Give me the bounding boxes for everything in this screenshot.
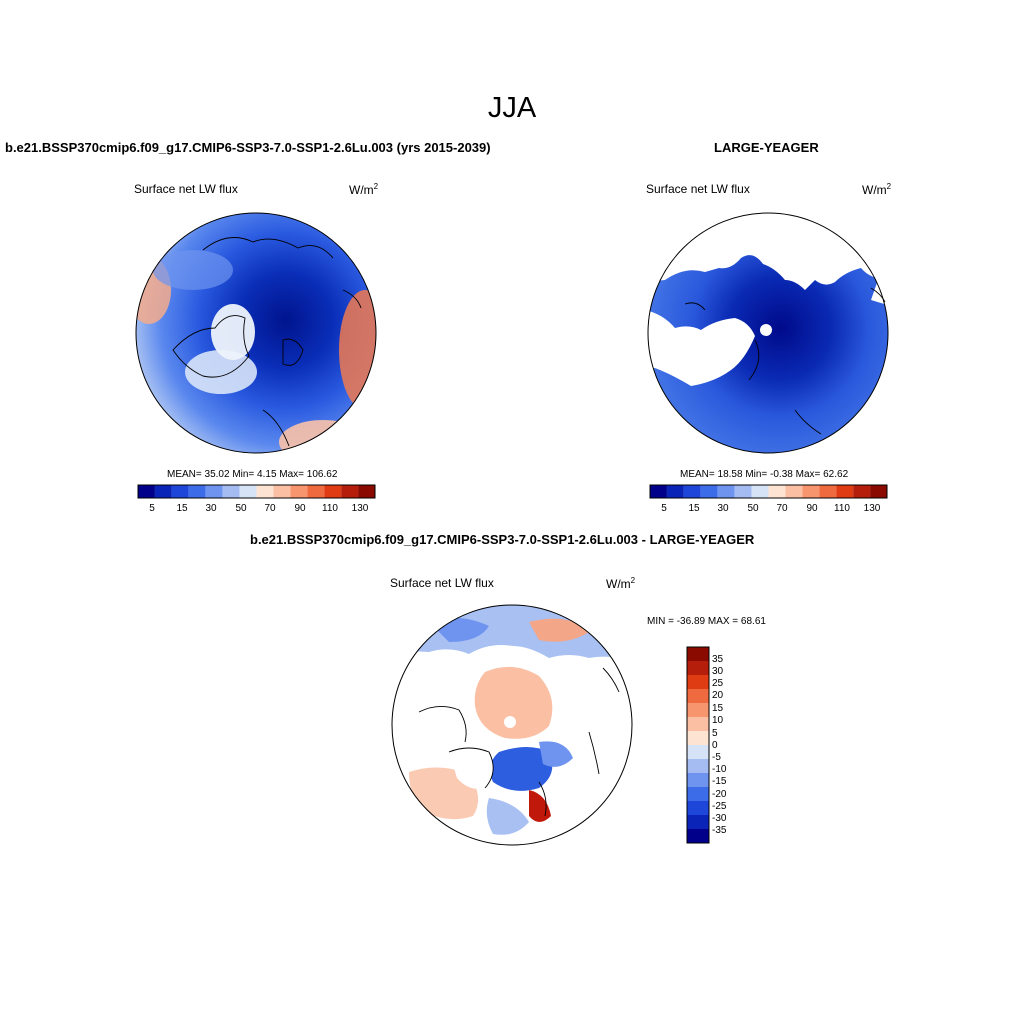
panel2-colorbar-label: 130 bbox=[863, 503, 881, 514]
colorbar-box bbox=[802, 485, 820, 498]
colorbar-box bbox=[188, 485, 206, 498]
colorbar-box bbox=[687, 647, 709, 661]
colorbar-box bbox=[687, 689, 709, 703]
colorbar-box bbox=[222, 485, 240, 498]
colorbar-box bbox=[768, 485, 786, 498]
panel3-colorbar-label: -30 bbox=[712, 813, 727, 824]
colorbar-box bbox=[687, 773, 709, 787]
panel2-variable-label: Surface net LW flux bbox=[646, 182, 750, 196]
panel1-colorbar-label: 30 bbox=[205, 503, 217, 514]
panel3-colorbar-label: 15 bbox=[712, 703, 724, 714]
panel1-stats: MEAN= 35.02 Min= 4.15 Max= 106.62 bbox=[167, 469, 338, 480]
panel2-polar-map bbox=[647, 212, 889, 454]
panel1-title: b.e21.BSSP370cmip6.f09_g17.CMIP6-SSP3-7.… bbox=[5, 140, 491, 155]
panel1-colorbar-label: 110 bbox=[322, 503, 338, 514]
panel3-colorbar-label: 35 bbox=[712, 654, 724, 665]
colorbar-box bbox=[138, 485, 155, 498]
colorbar-box bbox=[650, 485, 667, 498]
panel3-colorbar-label: -20 bbox=[712, 789, 727, 800]
panel3-colorbar-label: 0 bbox=[712, 740, 718, 751]
panel1-units: W/m2 bbox=[349, 182, 379, 197]
panel1-colorbar-label: 90 bbox=[294, 503, 306, 514]
colorbar-box bbox=[687, 661, 709, 675]
colorbar-box bbox=[687, 731, 709, 745]
colorbar-box bbox=[307, 485, 325, 498]
panel3-colorbar-label: 5 bbox=[712, 728, 718, 739]
colorbar-box bbox=[666, 485, 684, 498]
panel2-stats: MEAN= 18.58 Min= -0.38 Max= 62.62 bbox=[680, 469, 849, 480]
colorbar-box bbox=[734, 485, 752, 498]
panel3-polar-map bbox=[391, 604, 633, 846]
colorbar-box bbox=[717, 485, 735, 498]
colorbar-box bbox=[687, 759, 709, 773]
colorbar-box bbox=[205, 485, 223, 498]
panel3-colorbar bbox=[686, 646, 710, 844]
panel2-title: LARGE-YEAGER bbox=[714, 140, 819, 155]
panel3-variable-label: Surface net LW flux bbox=[390, 576, 494, 590]
panel3-stats: MIN = -36.89 MAX = 68.61 bbox=[647, 616, 766, 627]
panel2-colorbar-label: 110 bbox=[834, 503, 850, 514]
panel3-title: b.e21.BSSP370cmip6.f09_g17.CMIP6-SSP3-7.… bbox=[250, 532, 755, 547]
colorbar-box bbox=[687, 745, 709, 759]
panel1-colorbar bbox=[137, 484, 376, 499]
colorbar-box bbox=[687, 801, 709, 815]
panel2-colorbar-label: 15 bbox=[688, 503, 700, 514]
panel3-colorbar-label: -5 bbox=[712, 752, 721, 763]
colorbar-box bbox=[687, 717, 709, 731]
colorbar-box bbox=[687, 829, 709, 843]
colorbar-box bbox=[700, 485, 718, 498]
colorbar-box bbox=[290, 485, 308, 498]
panel3-colorbar-label: 10 bbox=[712, 715, 724, 726]
panel2-colorbar-label: 70 bbox=[776, 503, 788, 514]
colorbar-box bbox=[171, 485, 189, 498]
panel3-units: W/m2 bbox=[606, 576, 636, 591]
colorbar-box bbox=[751, 485, 769, 498]
colorbar-box bbox=[154, 485, 172, 498]
panel2-units: W/m2 bbox=[862, 182, 892, 197]
panel1-colorbar-label: 50 bbox=[235, 503, 247, 514]
panel3-colorbar-label: -15 bbox=[712, 776, 727, 787]
panel3-colorbar-label: -10 bbox=[712, 764, 727, 775]
panel2-colorbar-label: 50 bbox=[747, 503, 759, 514]
colorbar-box bbox=[853, 485, 871, 498]
colorbar-box bbox=[687, 787, 709, 801]
panel3-colorbar-label: -35 bbox=[712, 825, 727, 836]
panel3-colorbar-label: 30 bbox=[712, 666, 724, 677]
panel1-variable-label: Surface net LW flux bbox=[134, 182, 238, 196]
colorbar-box bbox=[687, 703, 709, 717]
panel1-colorbar-label: 15 bbox=[176, 503, 188, 514]
panel2-colorbar bbox=[649, 484, 888, 499]
colorbar-box bbox=[870, 485, 887, 498]
colorbar-box bbox=[785, 485, 803, 498]
colorbar-box bbox=[358, 485, 375, 498]
colorbar-box bbox=[239, 485, 257, 498]
main-title: JJA bbox=[487, 92, 537, 124]
panel1-colorbar-label: 5 bbox=[149, 503, 155, 514]
colorbar-box bbox=[273, 485, 291, 498]
panel3-colorbar-label: -25 bbox=[712, 801, 727, 812]
panel1-colorbar-label: 130 bbox=[351, 503, 369, 514]
colorbar-box bbox=[341, 485, 359, 498]
colorbar-box bbox=[836, 485, 854, 498]
panel3-colorbar-label: 25 bbox=[712, 678, 724, 689]
colorbar-box bbox=[687, 815, 709, 829]
panel1-polar-map bbox=[135, 212, 377, 454]
panel2-colorbar-label: 90 bbox=[806, 503, 818, 514]
colorbar-box bbox=[324, 485, 342, 498]
colorbar-box bbox=[683, 485, 701, 498]
panel2-colorbar-label: 30 bbox=[717, 503, 729, 514]
colorbar-box bbox=[687, 675, 709, 689]
colorbar-box bbox=[819, 485, 837, 498]
panel1-colorbar-label: 70 bbox=[264, 503, 276, 514]
panel2-colorbar-label: 5 bbox=[661, 503, 667, 514]
panel3-colorbar-label: 20 bbox=[712, 690, 724, 701]
colorbar-box bbox=[256, 485, 274, 498]
